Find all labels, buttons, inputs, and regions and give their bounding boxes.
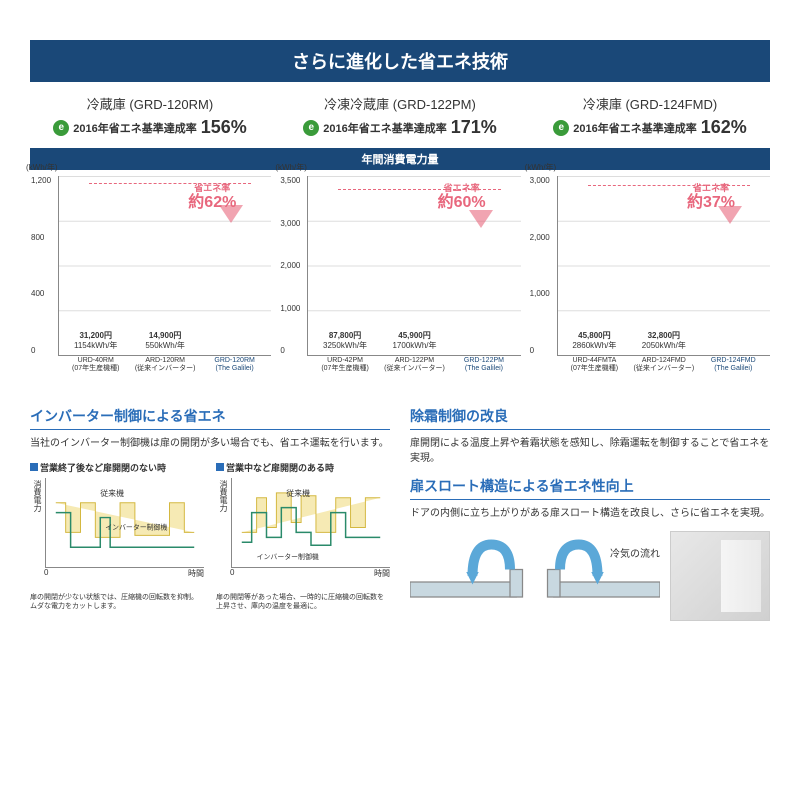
x-label: ARD-122PM(従来インバーター) (380, 355, 449, 374)
right-column: 除霜制御の改良 扉開閉による温度上昇や着霜状態を感知し、除霜運転を制御することで… (410, 406, 770, 621)
mini-ylabel: 消費電力 (30, 478, 45, 568)
throat-svg: 冷気の流れ (410, 532, 660, 620)
x-label: ARD-120RM(従来インバーター) (131, 355, 200, 374)
eco-rate: e2016年省エネ基準達成率 171% (280, 117, 520, 138)
product-col: 冷凍冷蔵庫 (GRD-122PM) e2016年省エネ基準達成率 171% (280, 94, 520, 138)
savings-arrow: 省エネ率約60% (438, 184, 486, 211)
svg-text:冷気の流れ: 冷気の流れ (610, 547, 660, 560)
svg-text:インバーター制御機: インバーター制御機 (257, 552, 319, 561)
eco-icon: e (53, 120, 69, 136)
lower-section: インバーター制御による省エネ 当社のインバーター制御機は扉の開閉が多い場合でも、… (30, 406, 770, 621)
mini-ylabel: 消費電力 (216, 478, 231, 568)
mini-charts: 営業終了後など扉開閉のない時 消費電力 従来機 インバーター制御機 0時間 扉の… (30, 461, 390, 611)
product-col: 冷蔵庫 (GRD-120RM) e2016年省エネ基準達成率 156% (30, 94, 270, 138)
inverter-heading: インバーター制御による省エネ (30, 406, 390, 430)
y-axis: 3,5003,0002,0001,0000 (280, 176, 300, 355)
bar-value: 32,800円2050kWh/年 (635, 331, 692, 350)
x-label: GRD-120RM(The Galilei) (200, 355, 269, 374)
x-label: URD-42PM(07年生産機種) (311, 355, 380, 374)
x-label: URD-44FMTA(07年生産機種) (560, 355, 629, 374)
bar-chart: 3,0002,0001,0000 省エネ率約37% 45,800円2860kWh… (557, 176, 770, 356)
eco-icon: e (553, 120, 569, 136)
bar-chart: 1,2008004000 省エネ率約62% 31,200円1154kWh/年 U… (58, 176, 271, 356)
mini-chart: 営業中など扉開閉のある時 消費電力 従来機 インバーター制御機 0時間 扉の開閉… (216, 461, 390, 611)
svg-text:従来機: 従来機 (286, 488, 310, 498)
y-axis: 1,2008004000 (31, 176, 51, 355)
y-unit: (kWh/年) (525, 162, 557, 173)
throat-heading: 扉スロート構造による省エネ性向上 (410, 476, 770, 500)
bar-value: 45,900円1700kWh/年 (386, 331, 443, 350)
x-label: GRD-124FMD(The Galilei) (699, 355, 768, 374)
mini-plot: 従来機 インバーター制御機 (45, 478, 204, 568)
svg-text:従来機: 従来機 (100, 488, 124, 498)
model-name: 冷凍庫 (GRD-124FMD) (530, 94, 770, 113)
throat-diagram: 冷気の流れ (410, 531, 770, 621)
x-label: URD-40RM(07年生産機種) (61, 355, 130, 374)
defrost-text: 扉開閉による温度上昇や着霜状態を感知し、除霜運転を制御することで省エネを実現。 (410, 436, 770, 466)
bar-value: 45,800円2860kWh/年 (566, 331, 623, 350)
y-axis: 3,0002,0001,0000 (530, 176, 550, 355)
mini-title: 営業中など扉開閉のある時 (216, 461, 390, 474)
inverter-text: 当社のインバーター制御機は扉の開閉が多い場合でも、省エネ運転を行います。 (30, 436, 390, 451)
bar-value: 87,800円3250kWh/年 (316, 331, 373, 350)
model-name: 冷凍冷蔵庫 (GRD-122PM) (280, 94, 520, 113)
mini-chart: 営業終了後など扉開閉のない時 消費電力 従来機 インバーター制御機 0時間 扉の… (30, 461, 204, 611)
x-label: ARD-124FMD(従来インバーター) (629, 355, 698, 374)
x-label: GRD-122PM(The Galilei) (449, 355, 518, 374)
bar-value: 14,900円550kWh/年 (136, 331, 193, 350)
mini-caption: 扉の開閉が少ない状態では、圧縮機の回転数を抑制。ムダな電力をカットします。 (30, 593, 204, 611)
y-unit: (kWh/年) (26, 162, 58, 173)
mini-title: 営業終了後など扉開閉のない時 (30, 461, 204, 474)
defrost-heading: 除霜制御の改良 (410, 406, 770, 430)
main-header: さらに進化した省エネ技術 (30, 40, 770, 82)
mini-caption: 扉の開閉等があった場合、一時的に圧縮機の回転数を上昇させ、庫内の温度を最適に。 (216, 593, 390, 611)
products-row: 冷蔵庫 (GRD-120RM) e2016年省エネ基準達成率 156%冷凍冷蔵庫… (30, 94, 770, 138)
throat-text: ドアの内側に立ち上がりがある扉スロート構造を改良し、さらに省エネを実現。 (410, 506, 770, 521)
eco-rate: e2016年省エネ基準達成率 156% (30, 117, 270, 138)
bar-value: 31,200円1154kWh/年 (67, 331, 124, 350)
fridge-photo (670, 531, 770, 621)
eco-rate: e2016年省エネ基準達成率 162% (530, 117, 770, 138)
left-column: インバーター制御による省エネ 当社のインバーター制御機は扉の開閉が多い場合でも、… (30, 406, 390, 621)
mini-plot: 従来機 インバーター制御機 (231, 478, 390, 568)
chart-header: 年間消費電力量 (30, 148, 770, 170)
product-col: 冷凍庫 (GRD-124FMD) e2016年省エネ基準達成率 162% (530, 94, 770, 138)
svg-text:インバーター制御機: インバーター制御機 (105, 522, 167, 531)
model-name: 冷蔵庫 (GRD-120RM) (30, 94, 270, 113)
bar-chart: 3,5003,0002,0001,0000 省エネ率約60% 87,800円32… (307, 176, 520, 356)
charts-row: (kWh/年) 1,2008004000 省エネ率約62% 31,200円115… (30, 176, 770, 356)
eco-icon: e (303, 120, 319, 136)
y-unit: (kWh/年) (275, 162, 307, 173)
